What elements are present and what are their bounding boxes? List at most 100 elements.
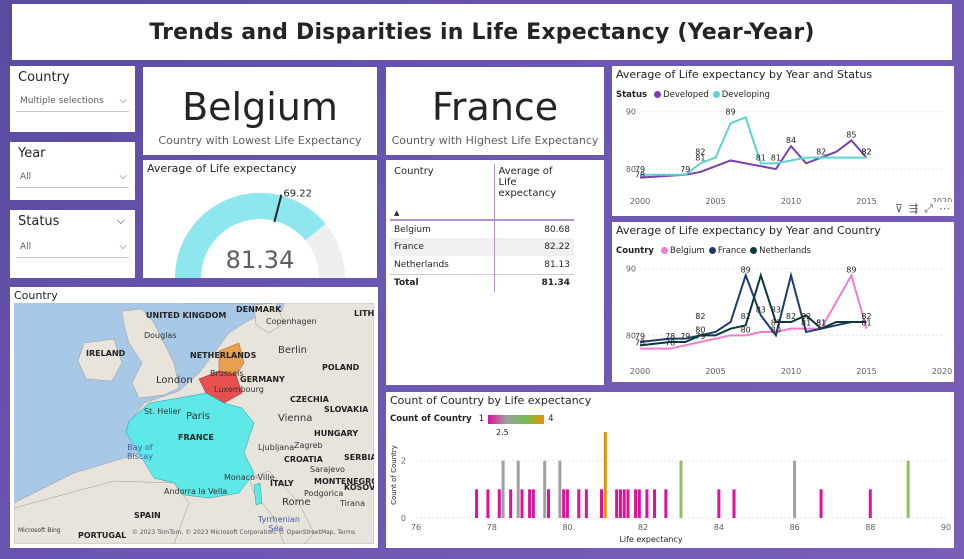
data-label: 82 (816, 148, 826, 157)
map-label: ITALY (270, 479, 294, 488)
table-row[interactable]: Belgium 80.68 (390, 220, 574, 238)
country-slicer-value: Multiple selections (20, 96, 104, 106)
x-tick-label: 2005 (705, 197, 725, 206)
map-label: UNITED KINGDOM (146, 311, 227, 320)
country-matrix-table[interactable]: Country ▲ Average of Life expectancy Bel… (390, 164, 574, 292)
table-row[interactable]: France 82.22 (390, 238, 574, 256)
map-label: Podgorica (304, 489, 344, 498)
count-bar-chart-card[interactable]: Count of Country by Life expectancy Coun… (386, 392, 954, 548)
bar (565, 489, 569, 518)
map-label: PORTUGAL (78, 531, 127, 540)
x-tick-label: 84 (714, 523, 724, 532)
line-chart-2-title: Average of Life expectancy by Year and C… (616, 224, 881, 237)
bar (615, 489, 619, 518)
data-label: 89 (846, 265, 856, 274)
map-label: Luxembourg (214, 385, 264, 394)
series-line-belgium (640, 272, 868, 350)
country-slicer-dropdown[interactable]: Multiple selections ⌵ (16, 94, 129, 112)
map-label: HUNGARY (314, 429, 359, 438)
gauge-target-marker (273, 194, 283, 223)
status-slicer-dropdown[interactable]: All ⌵ (16, 240, 129, 258)
status-line-chart-card[interactable]: Average of Life expectancy by Year and S… (612, 66, 954, 216)
map-card[interactable]: Country UNITED KINGDOM IRELAND (10, 287, 378, 548)
x-axis-title: Life expectancy (619, 535, 682, 544)
data-label: 79 (635, 165, 645, 174)
data-label: 89 (741, 265, 751, 274)
table-row[interactable]: Netherlands 81.13 (390, 256, 574, 274)
france-region (125, 392, 255, 499)
data-label: 78 (665, 332, 675, 341)
map-label: SPAIN (134, 511, 161, 520)
data-label: 83 (756, 305, 766, 314)
legend-item-belgium[interactable]: Belgium (660, 246, 705, 256)
bar-chart-legend: Count of Country 1 4 (390, 414, 554, 424)
x-tick-label: 2015 (856, 367, 876, 376)
data-label: 82 (801, 312, 811, 321)
line-chart-1-plot[interactable]: 8090200020052010201520207978798281898181… (612, 66, 954, 216)
map-label: London (156, 375, 193, 386)
chevron-down-icon: ⌵ (119, 95, 127, 106)
legend-item-france[interactable]: France (708, 246, 746, 256)
year-slicer-dropdown[interactable]: All ⌵ (16, 170, 129, 188)
map-label: KOSOVO (344, 483, 374, 492)
drill-icon[interactable]: ⇶ (908, 202, 919, 215)
data-label: 81 (756, 153, 766, 162)
map-label: SERBIA (344, 453, 374, 462)
country-slicer[interactable]: Country Multiple selections ⌵ (10, 66, 135, 132)
map-attribution[interactable]: © 2023 TomTom, © 2023 Microsoft Corporat… (132, 529, 356, 536)
legend-item-netherlands[interactable]: Netherlands (750, 246, 811, 256)
dashboard-title-card: Trends and Disparities in Life Expectanc… (12, 4, 952, 60)
line-chart-2-legend: Country Belgium France Netherlands (616, 246, 811, 256)
matrix-header-value[interactable]: Average of Life expectancy (493, 164, 574, 221)
bar (475, 489, 479, 518)
x-tick-label: 90 (941, 523, 951, 532)
bar (906, 460, 910, 518)
data-label: 78 (665, 339, 675, 348)
gauge-card[interactable]: Average of Life expectancy 69.22 81.34 (143, 160, 377, 278)
sort-ascending-icon[interactable]: ▲ (394, 209, 400, 217)
chevron-down-icon[interactable]: ⌵ (116, 214, 125, 227)
data-label: 79 (635, 332, 645, 341)
bar (577, 489, 581, 518)
country-slicer-label: Country (18, 70, 70, 85)
y-axis-title: Count of Country (390, 445, 398, 505)
y-tick-label: 80 (626, 165, 636, 174)
map-label: Ljubljana (258, 443, 295, 452)
status-slicer[interactable]: Status ⌵ All ⌵ (10, 210, 135, 278)
map-label: NETHERLANDS (190, 351, 257, 360)
map-label: Tirana (340, 499, 366, 508)
bar (501, 460, 505, 518)
gauge-chart[interactable]: 69.22 81.34 (143, 160, 377, 278)
filter-icon[interactable]: ⊽ (894, 202, 903, 215)
data-label: 80 (771, 325, 781, 334)
data-label: 82 (695, 148, 705, 157)
focus-mode-icon[interactable]: ⤢ (924, 202, 933, 215)
bar (603, 432, 607, 518)
bing-logo: Microsoft Bing (18, 527, 61, 534)
bar (497, 489, 501, 518)
chevron-down-icon: ⌵ (119, 241, 127, 252)
country-line-chart-card[interactable]: Average of Life expectancy by Year and C… (612, 222, 954, 382)
data-label: 81 (816, 319, 826, 328)
legend-item-developing[interactable]: Developing (712, 90, 770, 100)
matrix-card[interactable]: Country ▲ Average of Life expectancy Bel… (386, 160, 604, 385)
bar (717, 489, 721, 518)
y-tick-label: 0 (401, 514, 406, 523)
data-label: 82 (861, 148, 871, 157)
europe-map[interactable]: UNITED KINGDOM IRELAND DENMARK Copenhage… (14, 303, 374, 544)
bar (600, 489, 603, 518)
gauge-value-label: 81.34 (226, 246, 295, 274)
legend-item-developed[interactable]: Developed (654, 90, 709, 100)
legend-title: Country (616, 246, 654, 256)
data-label: 78 (635, 339, 645, 348)
map-label: Copenhagen (266, 317, 317, 326)
x-tick-label: 88 (865, 523, 875, 532)
data-label: 84 (786, 136, 796, 145)
matrix-header-country[interactable]: Country ▲ (390, 164, 494, 221)
bar (520, 489, 524, 518)
year-slicer[interactable]: Year All ⌵ (10, 142, 135, 200)
series-line-developed (639, 139, 868, 179)
more-options-icon[interactable]: ⋯ (939, 202, 950, 215)
